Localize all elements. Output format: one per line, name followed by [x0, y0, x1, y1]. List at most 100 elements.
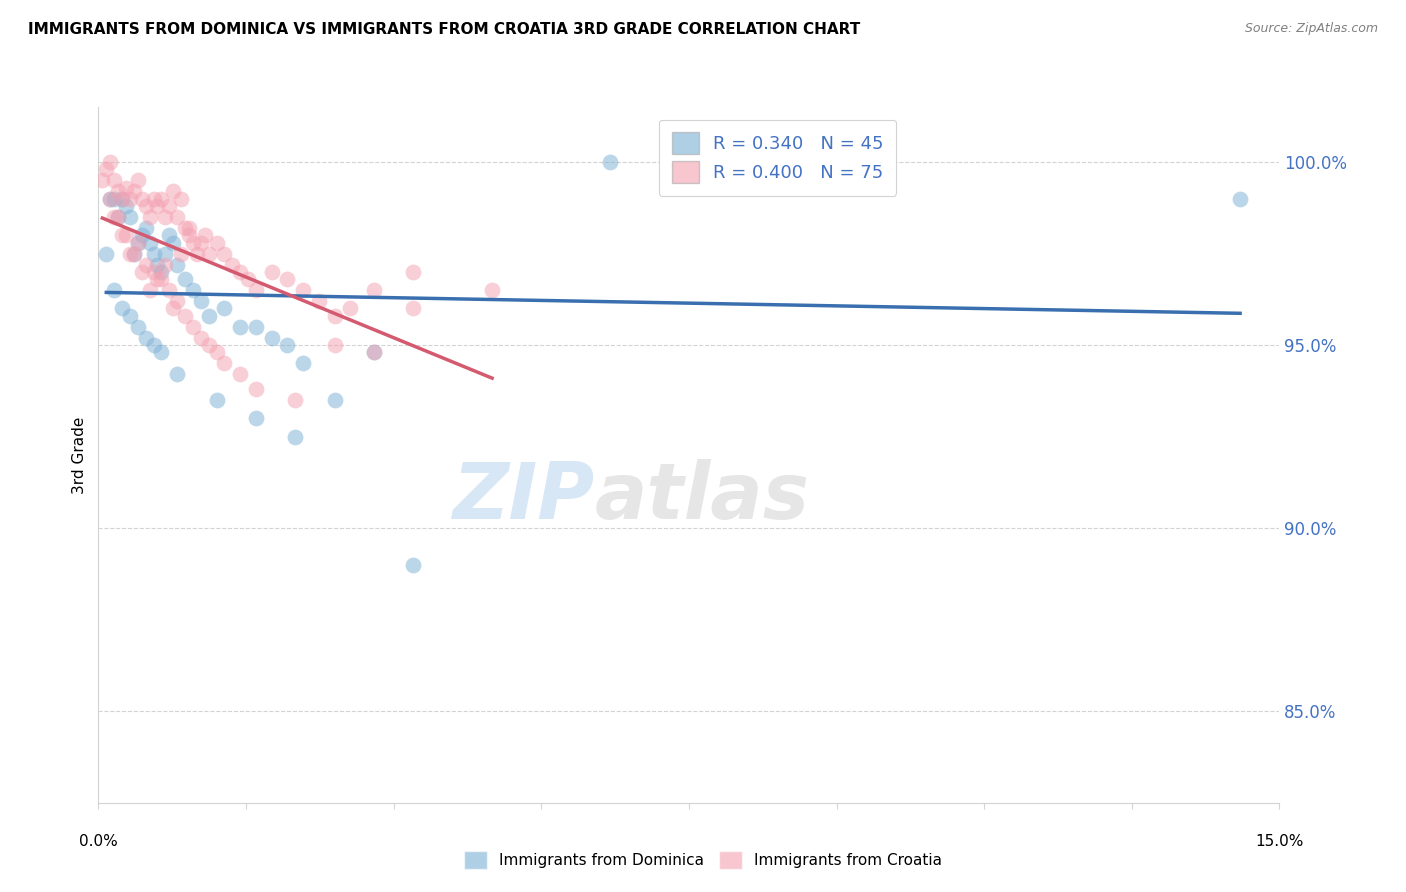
Point: [111, 301, 134, 316]
Point: [229, 265, 252, 279]
Text: 15.0%: 15.0%: [1256, 834, 1303, 849]
Point: [236, 272, 259, 286]
Point: [166, 368, 188, 382]
Point: [127, 235, 149, 250]
Point: [150, 345, 173, 359]
Point: [402, 301, 425, 316]
Point: [323, 338, 346, 352]
Point: [599, 155, 621, 169]
Point: [260, 265, 283, 279]
Point: [1229, 192, 1251, 206]
Point: [107, 210, 129, 224]
Legend: Immigrants from Dominica, Immigrants from Croatia: Immigrants from Dominica, Immigrants fro…: [457, 845, 949, 875]
Point: [174, 309, 197, 323]
Text: 0.0%: 0.0%: [79, 834, 118, 849]
Point: [127, 173, 149, 187]
Point: [103, 210, 125, 224]
Point: [155, 246, 177, 260]
Point: [292, 356, 315, 370]
Point: [146, 272, 169, 286]
Point: [103, 283, 125, 297]
Point: [138, 210, 160, 224]
Point: [127, 235, 149, 250]
Point: [142, 246, 165, 260]
Point: [115, 199, 138, 213]
Point: [135, 258, 157, 272]
Point: [363, 283, 385, 297]
Point: [205, 235, 228, 250]
Point: [135, 331, 157, 345]
Point: [323, 309, 346, 323]
Point: [118, 246, 141, 260]
Point: [107, 210, 129, 224]
Point: [245, 411, 267, 425]
Point: [162, 184, 184, 198]
Point: [363, 345, 385, 359]
Point: [245, 382, 267, 396]
Point: [138, 235, 160, 250]
Point: [284, 392, 307, 407]
Point: [157, 283, 180, 297]
Point: [276, 338, 298, 352]
Point: [339, 301, 361, 316]
Point: [190, 235, 212, 250]
Point: [118, 210, 141, 224]
Point: [166, 294, 188, 309]
Point: [142, 192, 165, 206]
Point: [115, 228, 138, 243]
Point: [245, 319, 267, 334]
Point: [177, 228, 200, 243]
Point: [186, 246, 208, 260]
Point: [308, 294, 330, 309]
Point: [155, 258, 177, 272]
Point: [221, 258, 243, 272]
Point: [276, 272, 298, 286]
Point: [181, 283, 204, 297]
Point: [181, 235, 204, 250]
Point: [481, 283, 503, 297]
Point: [138, 283, 160, 297]
Point: [205, 392, 228, 407]
Point: [96, 162, 118, 177]
Point: [115, 180, 138, 194]
Point: [98, 192, 121, 206]
Point: [122, 246, 145, 260]
Point: [157, 228, 180, 243]
Text: atlas: atlas: [595, 458, 810, 534]
Point: [131, 228, 153, 243]
Point: [150, 272, 173, 286]
Point: [103, 173, 125, 187]
Point: [205, 345, 228, 359]
Point: [98, 155, 121, 169]
Point: [131, 192, 153, 206]
Point: [91, 173, 114, 187]
Point: [174, 272, 197, 286]
Point: [96, 246, 118, 260]
Point: [131, 265, 153, 279]
Text: Source: ZipAtlas.com: Source: ZipAtlas.com: [1244, 22, 1378, 36]
Point: [135, 220, 157, 235]
Point: [111, 228, 134, 243]
Point: [245, 283, 267, 297]
Point: [214, 301, 236, 316]
Point: [146, 258, 169, 272]
Point: [118, 309, 141, 323]
Point: [181, 319, 204, 334]
Point: [292, 283, 315, 297]
Point: [170, 192, 193, 206]
Point: [155, 210, 177, 224]
Point: [174, 220, 197, 235]
Point: [166, 258, 188, 272]
Point: [146, 199, 169, 213]
Point: [122, 184, 145, 198]
Point: [214, 356, 236, 370]
Point: [177, 220, 200, 235]
Point: [214, 246, 236, 260]
Point: [260, 331, 283, 345]
Point: [194, 228, 217, 243]
Y-axis label: 3rd Grade: 3rd Grade: [72, 417, 87, 493]
Point: [107, 184, 129, 198]
Point: [166, 210, 188, 224]
Text: IMMIGRANTS FROM DOMINICA VS IMMIGRANTS FROM CROATIA 3RD GRADE CORRELATION CHART: IMMIGRANTS FROM DOMINICA VS IMMIGRANTS F…: [28, 22, 860, 37]
Point: [142, 265, 165, 279]
